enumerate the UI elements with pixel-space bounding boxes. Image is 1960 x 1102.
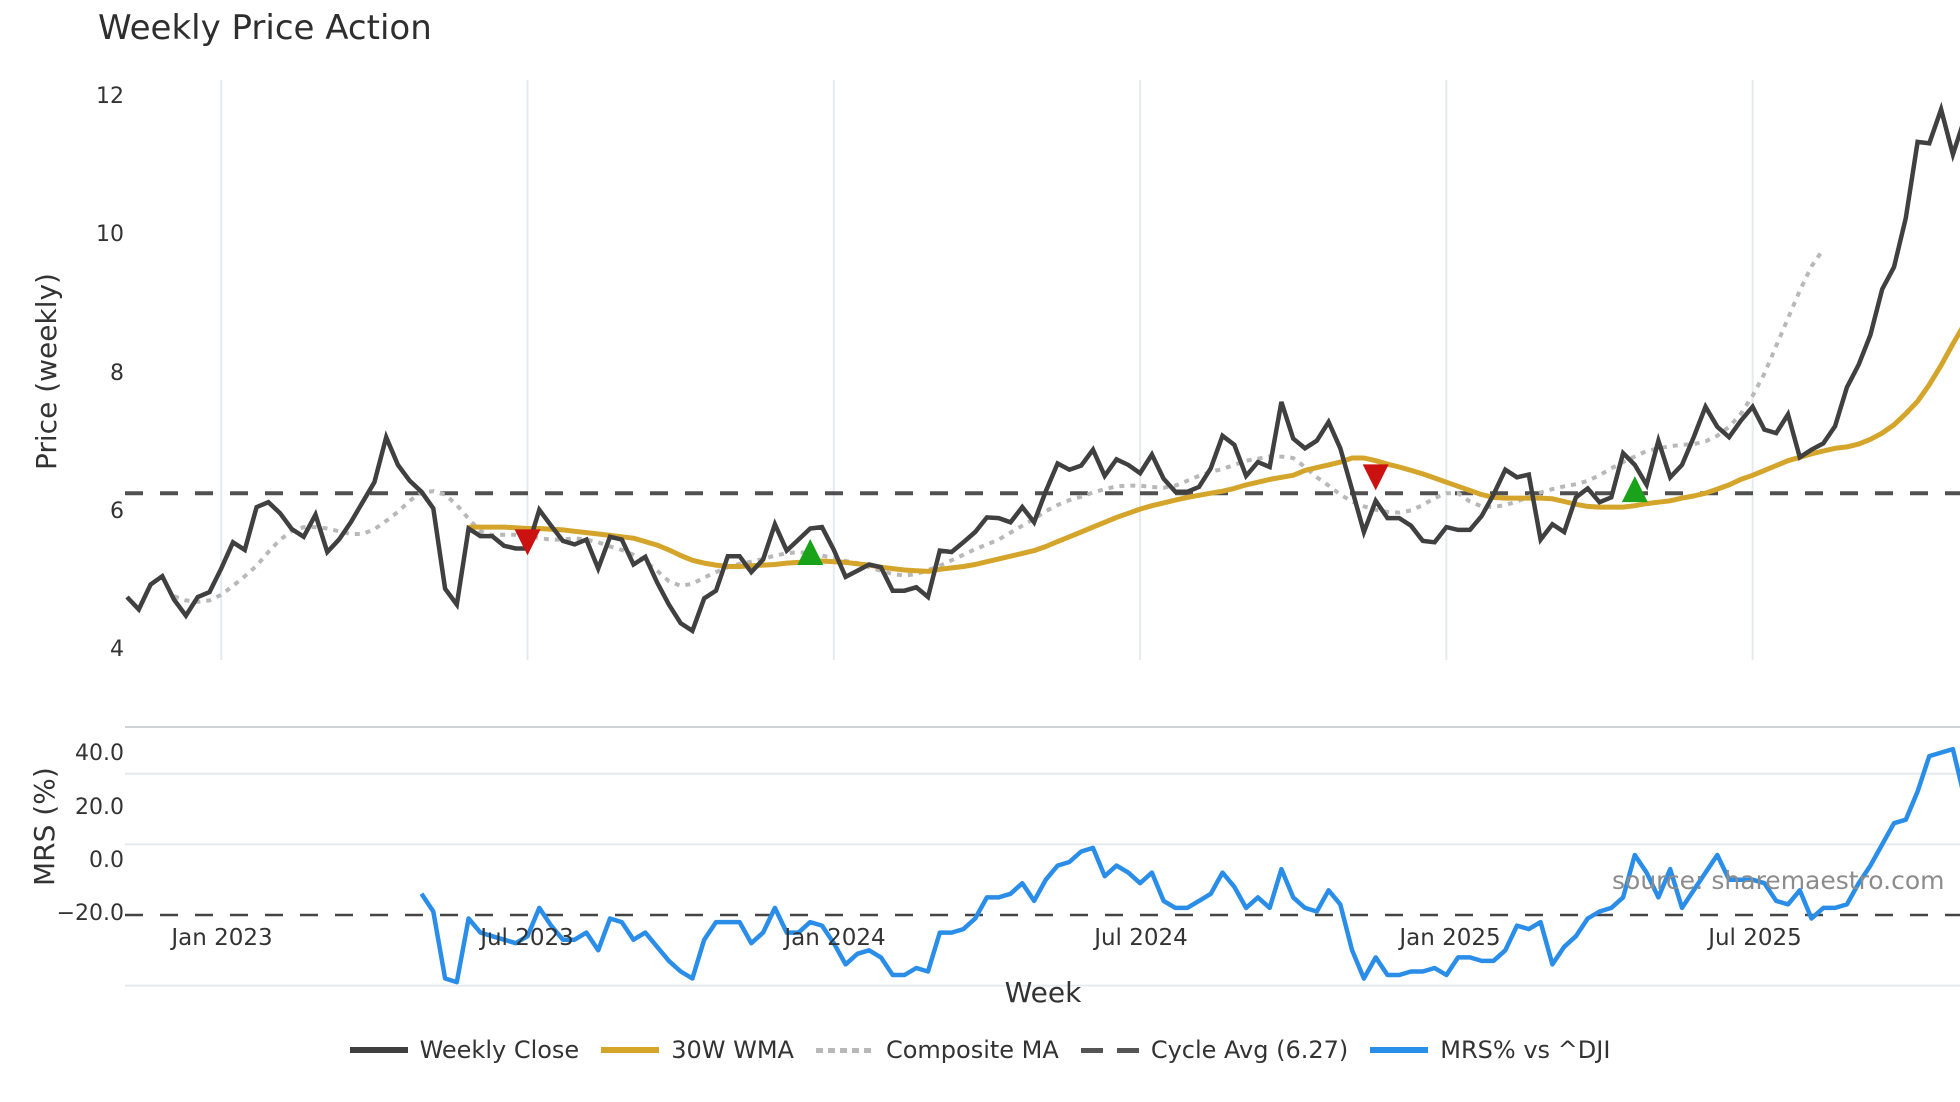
- price-tick-8: 8: [110, 361, 124, 386]
- mrs-line: [419, 746, 1960, 985]
- composite-ma-line: [173, 247, 1825, 604]
- signal-markers: [514, 464, 1648, 566]
- legend-label-weekly-close: Weekly Close: [419, 1036, 580, 1064]
- source-annotation: source: sharemaestro.com: [1612, 866, 1945, 895]
- x-axis-label: Week: [1004, 976, 1082, 1009]
- mrs-tick-40: 40.0: [75, 741, 124, 766]
- gridlines: [125, 80, 1960, 987]
- legend-label-mrs: MRS% vs ^DJI: [1440, 1036, 1611, 1064]
- price-tick-10: 10: [96, 222, 124, 247]
- legend: Weekly Close 30W WMA Composite MA Cycle …: [0, 1036, 1960, 1064]
- legend-swatch-mrs: [1370, 1047, 1429, 1053]
- legend-swatch-weekly-close: [349, 1047, 408, 1053]
- legend-swatch-composite-ma: [815, 1047, 874, 1053]
- x-tick-jul-2024: Jul 2024: [1094, 925, 1188, 951]
- buy-signal-icon: [797, 539, 824, 566]
- x-tick-jan-2025: Jan 2025: [1399, 925, 1501, 951]
- price-tick-6: 6: [110, 499, 124, 524]
- sell-signal-icon: [1362, 464, 1389, 491]
- chart-title: Weekly Price Action: [98, 8, 432, 48]
- price-tick-4: 4: [110, 637, 124, 662]
- mrs-tick-20: 20.0: [75, 795, 124, 820]
- legend-item-mrs[interactable]: MRS% vs ^DJI: [1370, 1036, 1610, 1064]
- legend-label-composite-ma: Composite MA: [885, 1036, 1059, 1064]
- mrs-tick-neg20: −20.0: [56, 901, 124, 926]
- x-tick-jan-2023: Jan 2023: [171, 925, 273, 951]
- legend-item-cycle-avg[interactable]: Cycle Avg (6.27): [1080, 1036, 1349, 1064]
- legend-item-composite-ma[interactable]: Composite MA: [815, 1036, 1059, 1064]
- legend-item-weekly-close[interactable]: Weekly Close: [349, 1036, 580, 1064]
- x-tick-jan-2024: Jan 2024: [784, 925, 886, 951]
- legend-swatch-wma: [601, 1047, 660, 1053]
- x-tick-jul-2023: Jul 2023: [480, 925, 574, 951]
- weekly-close-line: [125, 101, 1960, 635]
- reference-lines: [125, 491, 1960, 917]
- buy-signal-icon: [1621, 476, 1648, 503]
- legend-item-wma[interactable]: 30W WMA: [601, 1036, 794, 1064]
- mrs-tick-0: 0.0: [89, 848, 124, 873]
- x-tick-jul-2025: Jul 2025: [1708, 925, 1802, 951]
- legend-swatch-cycle-avg: [1080, 1047, 1139, 1053]
- wma-30w-line: [468, 326, 1960, 574]
- sell-signal-icon: [514, 529, 541, 556]
- price-tick-12: 12: [96, 84, 124, 109]
- legend-label-cycle-avg: Cycle Avg (6.27): [1150, 1036, 1349, 1064]
- legend-label-wma: 30W WMA: [671, 1036, 794, 1064]
